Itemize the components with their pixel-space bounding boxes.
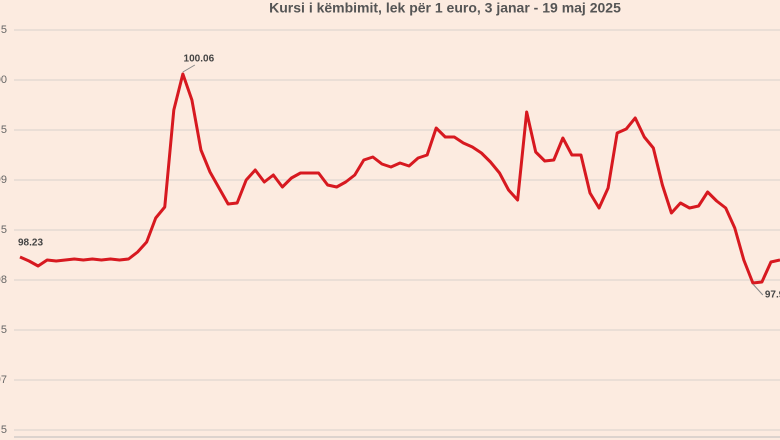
data-label: 97.97: [765, 290, 780, 301]
y-tick-label: 96.5: [0, 424, 7, 436]
y-tick-label: 97: [0, 374, 7, 386]
y-tick-label: 97.5: [0, 324, 7, 336]
y-tick-label: 100: [0, 74, 7, 86]
y-tick-label: 100.5: [0, 24, 7, 36]
y-tick-label: 99: [0, 174, 7, 186]
leader-line: [182, 64, 196, 73]
leader-line: [752, 283, 764, 296]
y-tick-label: 98: [0, 274, 7, 286]
y-tick-label: 98.5: [0, 224, 7, 236]
y-tick-label: 99.5: [0, 124, 7, 136]
series-line: [19, 72, 780, 285]
data-label: 100.06: [184, 54, 215, 65]
chart-title: Kursi i këmbimit, lek për 1 euro, 3 jana…: [269, 0, 621, 16]
data-label: 98.23: [18, 238, 43, 249]
